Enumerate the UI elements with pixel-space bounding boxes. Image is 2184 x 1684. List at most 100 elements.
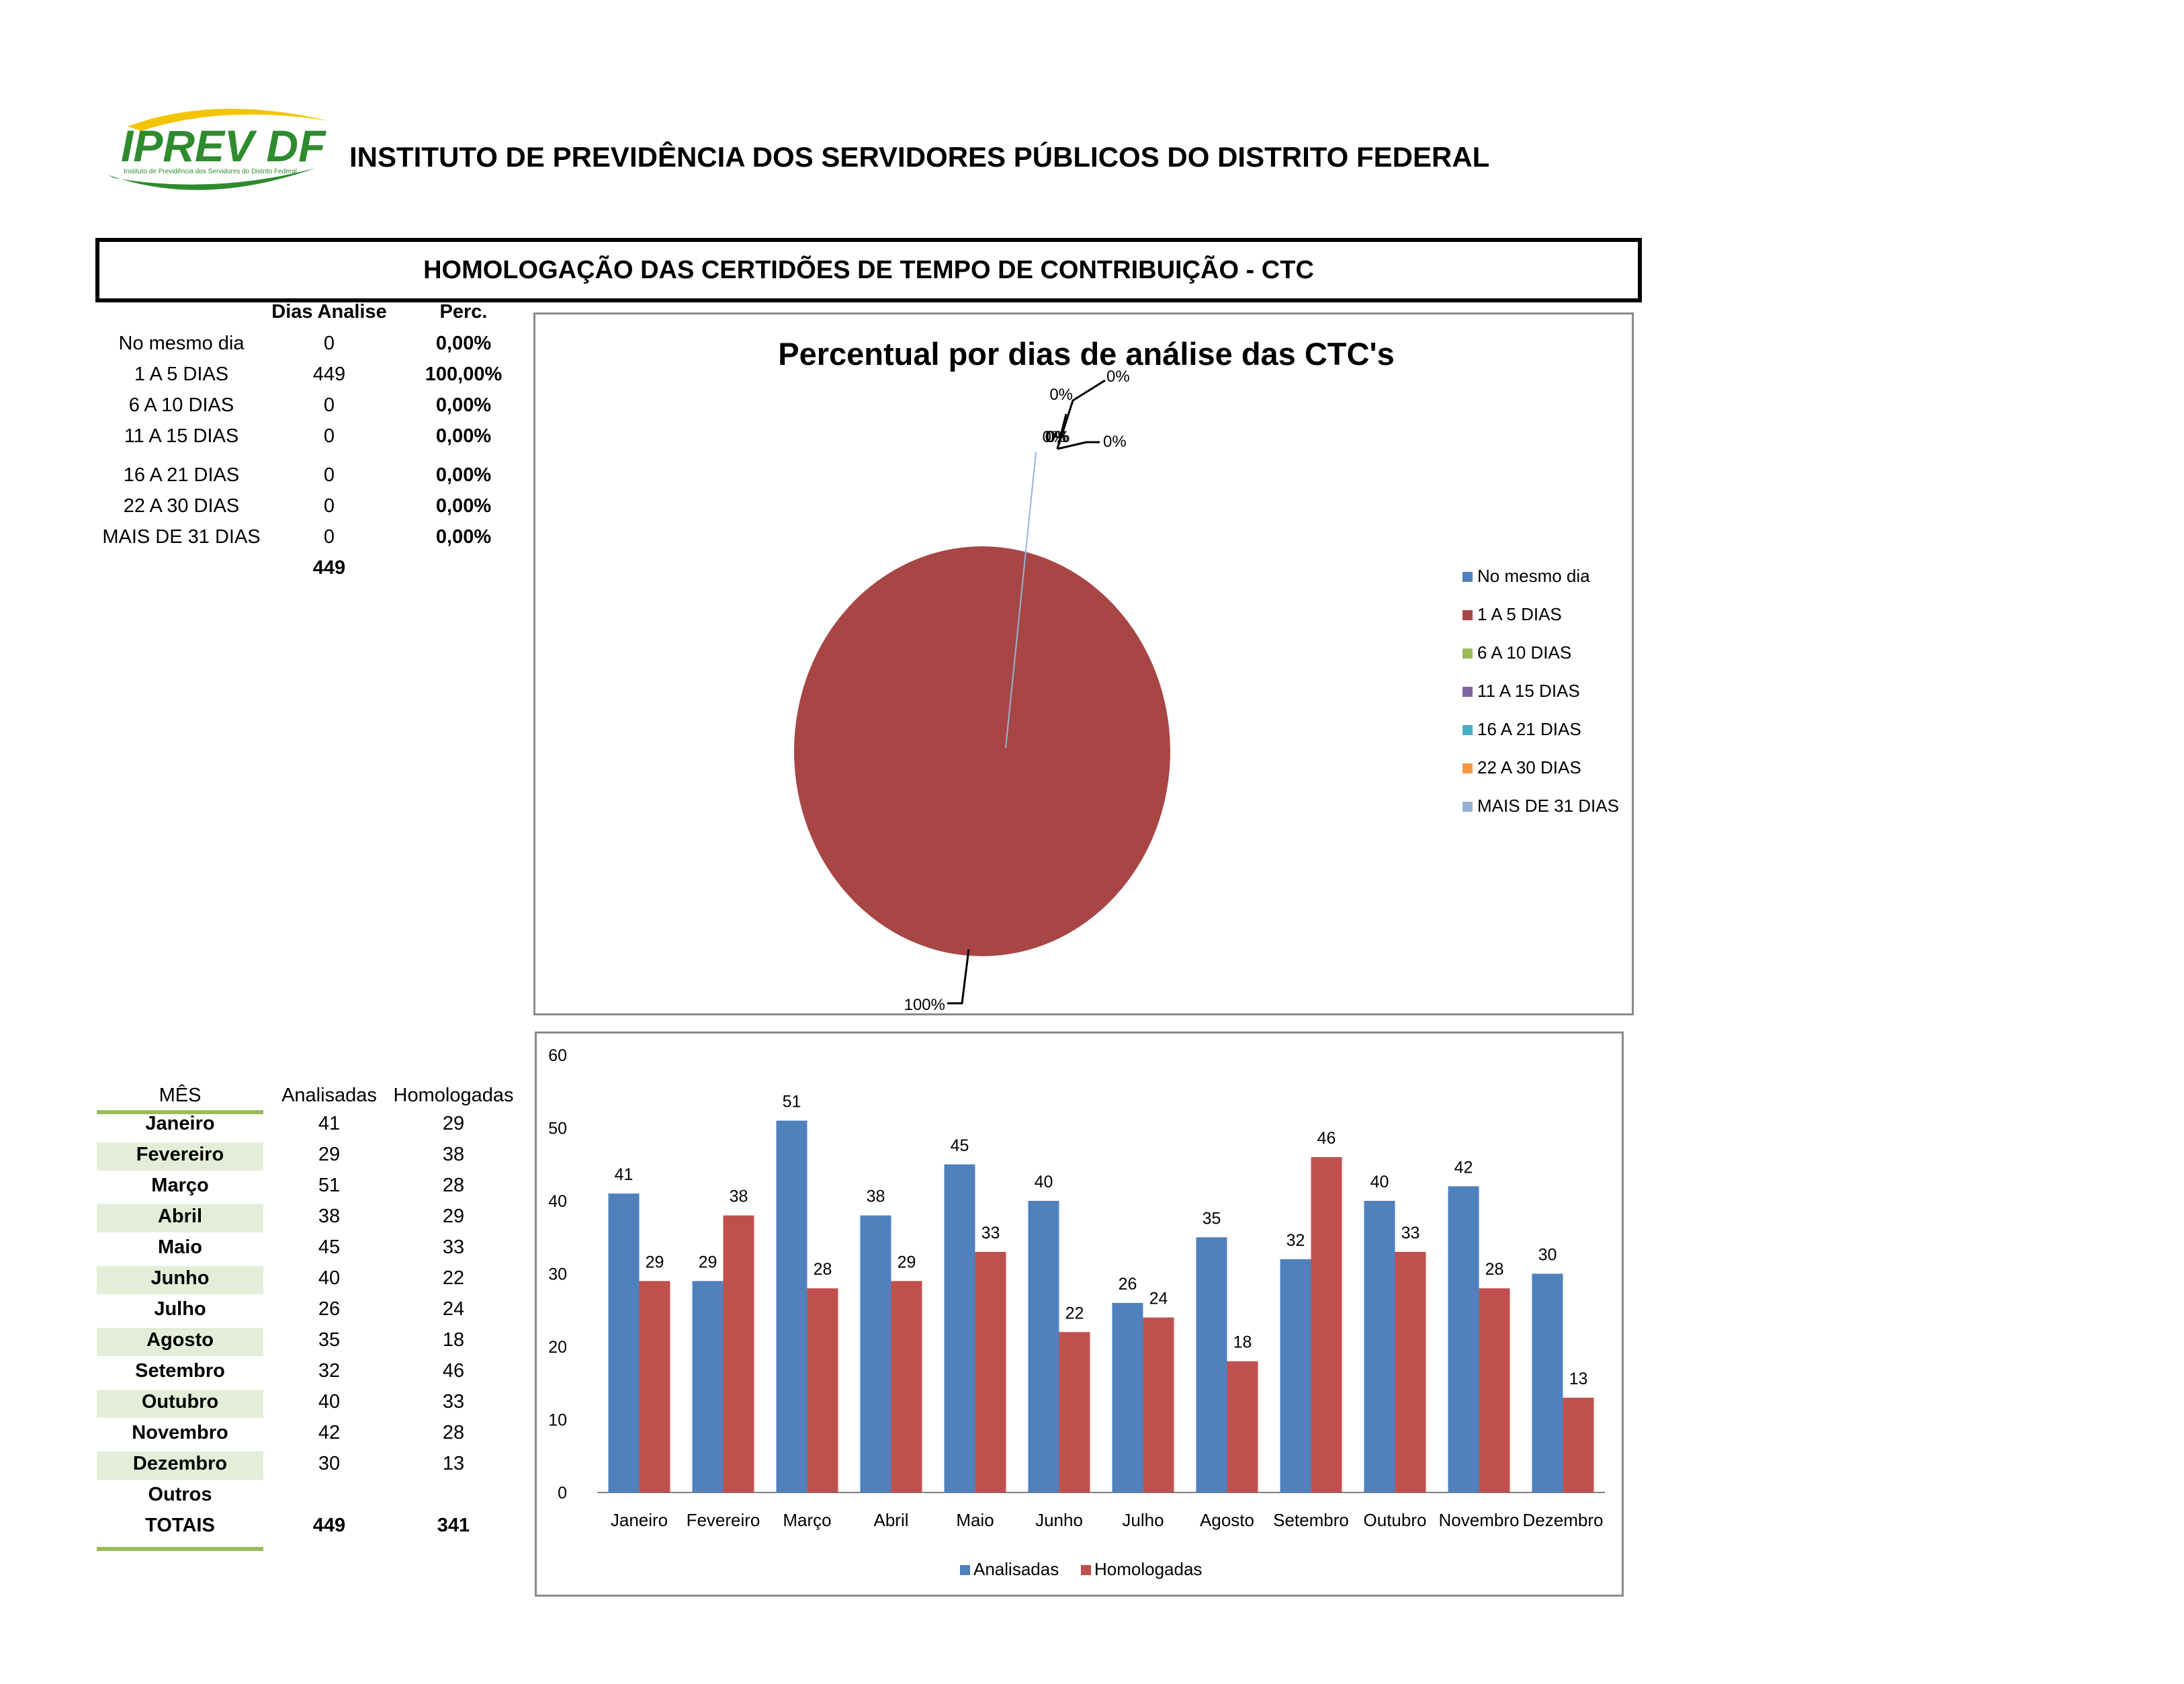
bar-homologadas — [723, 1215, 754, 1492]
month-row-month: Maio — [157, 1236, 203, 1258]
pie-data-label: 100% — [904, 996, 945, 1013]
month-row-month: Março — [151, 1175, 209, 1196]
bar-analisadas — [860, 1215, 891, 1492]
bar-legend-label: Homologadas — [1094, 1559, 1202, 1579]
bar-legend-label: Analisadas — [973, 1559, 1059, 1579]
days-row-count: 0 — [323, 495, 335, 517]
bar-homologadas — [639, 1281, 670, 1492]
y-tick-label: 50 — [548, 1120, 567, 1138]
x-tick-label: Maio — [956, 1510, 994, 1530]
y-tick-label: 10 — [548, 1411, 567, 1430]
month-row-homologadas: 24 — [442, 1298, 465, 1320]
x-tick-label: Outubro — [1364, 1510, 1427, 1530]
x-tick-label: Abril — [873, 1510, 908, 1530]
bar-chart-frame: 0 10 20 30 40 50 60 41 29 Janeiro 29 38 Fevereiro 51 2… — [535, 1032, 1624, 1597]
month-row-month: Novembro — [132, 1422, 228, 1443]
iprev-logo: IPREV DF Instituto de Previdência dos Se… — [107, 108, 329, 190]
month-row-month: Setembro — [135, 1360, 225, 1382]
month-totals-rule — [97, 1547, 263, 1551]
bar-homologadas — [1311, 1156, 1342, 1492]
month-row-band — [97, 1390, 263, 1418]
pie-leader-line — [1056, 379, 1106, 450]
pie-legend-swatch — [1462, 725, 1473, 735]
pie-data-label: 0% — [1049, 386, 1073, 404]
pie-legend-label: 11 A 15 DIAS — [1477, 681, 1580, 701]
x-tick-label: Novembro — [1439, 1510, 1520, 1530]
x-tick-label: Dezembro — [1523, 1510, 1604, 1530]
bar-data-label: 51 — [783, 1093, 801, 1111]
pie-legend-swatch — [1462, 610, 1473, 620]
bar-homologadas — [891, 1281, 922, 1492]
bar-data-label: 35 — [1203, 1209, 1221, 1228]
bar-data-label: 13 — [1569, 1370, 1588, 1388]
month-row-month: Fevereiro — [136, 1144, 224, 1165]
pie-legend-label: 1 A 5 DIAS — [1477, 604, 1562, 624]
pie-leader-line — [947, 949, 970, 1005]
report-title-box: HOMOLOGAÇÃO DAS CERTIDÕES DE TEMPO DE CO… — [95, 238, 1642, 302]
bar-analisadas — [1112, 1302, 1143, 1492]
logo-text: IPREV DF — [121, 121, 326, 171]
y-tick-label: 40 — [548, 1192, 567, 1211]
x-tick-label: Fevereiro — [687, 1510, 760, 1530]
month-row-analisadas: 35 — [318, 1329, 341, 1351]
days-row-count: 0 — [323, 464, 335, 486]
days-row-count: 0 — [323, 333, 335, 354]
pie-legend-label: 6 A 10 DIAS — [1477, 642, 1571, 663]
days-row-perc: 100,00% — [425, 364, 503, 385]
month-row-month: Junho — [150, 1267, 210, 1289]
month-row-month: Outros — [148, 1484, 212, 1505]
x-tick-label: Junho — [1035, 1510, 1083, 1530]
month-row-month: Outubro — [141, 1391, 219, 1413]
month-row-analisadas: 45 — [318, 1236, 341, 1258]
bar-analisadas — [608, 1193, 640, 1492]
y-tick-label: 0 — [558, 1484, 567, 1503]
x-tick-label: Agosto — [1200, 1510, 1254, 1530]
bar-data-label: 38 — [867, 1187, 885, 1206]
pie-legend-swatch — [1462, 648, 1473, 659]
month-header-analisadas: Analisadas — [281, 1085, 377, 1106]
bar-data-label: 18 — [1233, 1333, 1252, 1352]
month-row-homologadas: 18 — [442, 1329, 465, 1351]
bar-data-label: 24 — [1149, 1290, 1168, 1308]
bar-legend-swatch — [1081, 1565, 1091, 1575]
days-row-label: 1 A 5 DIAS — [134, 364, 229, 385]
month-row-month: Janeiro — [145, 1113, 215, 1134]
month-row-homologadas: 46 — [442, 1360, 465, 1382]
bar-data-label: 29 — [699, 1253, 717, 1271]
logo-swoosh-green — [107, 168, 316, 190]
logo-subtext: Instituto de Previdência dos Servidores … — [124, 168, 297, 175]
pie-legend-swatch — [1462, 572, 1473, 582]
pie-legend-label: No mesmo dia — [1477, 566, 1590, 586]
bar-analisadas — [1196, 1237, 1227, 1492]
bar-homologadas — [1395, 1251, 1426, 1492]
bar-data-label: 46 — [1317, 1129, 1336, 1148]
bar-data-label: 29 — [898, 1253, 916, 1271]
bar-analisadas — [776, 1120, 807, 1492]
bar-analisadas — [1280, 1259, 1311, 1492]
month-row-homologadas: 13 — [442, 1453, 465, 1474]
month-row-band — [97, 1266, 263, 1294]
month-row-analisadas: 40 — [318, 1267, 341, 1289]
x-tick-label: Janeiro — [611, 1510, 668, 1530]
pie-data-label: 0% — [1103, 433, 1127, 451]
month-row-analisadas: 32 — [318, 1360, 341, 1382]
x-tick-label: Março — [783, 1510, 831, 1530]
institution-title: INSTITUTO DE PREVIDÊNCIA DOS SERVIDORES … — [349, 141, 1490, 173]
days-row-perc: 0,00% — [435, 333, 492, 354]
month-totals-analisadas: 449 — [312, 1515, 346, 1536]
pie-legend-swatch — [1462, 763, 1473, 773]
month-row-band — [97, 1328, 263, 1356]
month-row-homologadas: 28 — [442, 1422, 465, 1443]
days-row-perc: 0,00% — [435, 495, 492, 517]
bar-data-label: 40 — [1035, 1173, 1053, 1191]
days-row-perc: 0,00% — [435, 526, 492, 548]
days-row-perc: 0,00% — [435, 425, 492, 447]
days-row-label: No mesmo dia — [118, 333, 245, 354]
month-row-band — [97, 1451, 263, 1480]
days-row-label: MAIS DE 31 DIAS — [102, 526, 261, 548]
bar-data-label: 30 — [1538, 1246, 1557, 1265]
pie-slice — [794, 546, 1170, 956]
pie-data-label: 0% — [1106, 368, 1130, 386]
x-tick-label: Setembro — [1273, 1510, 1349, 1530]
days-row-label: 11 A 15 DIAS — [124, 425, 239, 447]
